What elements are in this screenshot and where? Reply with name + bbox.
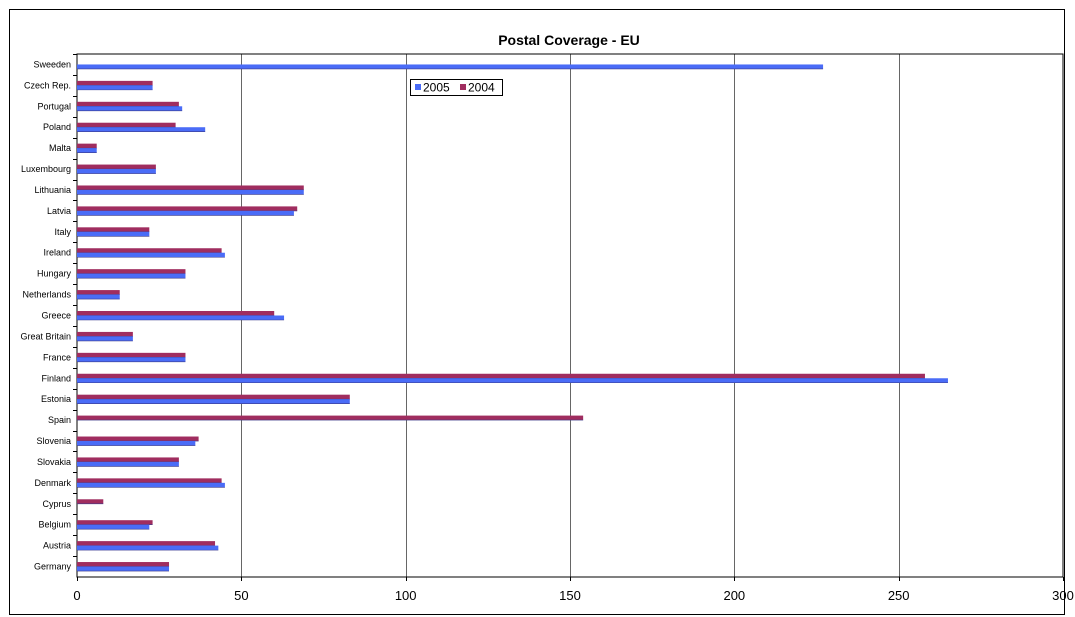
bar-2004 xyxy=(77,101,179,107)
bar-2005 xyxy=(77,169,156,174)
category-label: Slovenia xyxy=(36,436,71,446)
bar-2004 xyxy=(77,290,120,295)
category-label: Finland xyxy=(41,373,71,383)
bar-2004 xyxy=(77,394,350,400)
category-label: Belgium xyxy=(38,520,71,530)
chart-legend: 2005 2004 xyxy=(410,79,503,96)
bar-2004 xyxy=(77,499,104,504)
category-label: Poland xyxy=(43,122,71,132)
x-tick-label: 50 xyxy=(234,588,248,603)
bar-2004 xyxy=(77,311,275,316)
bar-2004 xyxy=(77,80,153,86)
category-label: Netherlands xyxy=(22,290,71,300)
bar-2004 xyxy=(77,457,179,462)
legend-label-2004: 2004 xyxy=(468,81,495,95)
bar-2005 xyxy=(77,482,225,488)
bar-2005 xyxy=(77,378,948,383)
category-label: Slovakia xyxy=(37,457,71,467)
bar-2005 xyxy=(77,357,186,362)
category-label: Hungary xyxy=(37,269,72,279)
category-label: Great Britain xyxy=(20,331,71,341)
bar-2004 xyxy=(77,415,584,421)
legend-swatch-2005 xyxy=(415,84,421,90)
bar-2005 xyxy=(77,273,186,279)
category-label: Cyprus xyxy=(42,499,71,509)
bar-2005 xyxy=(77,545,219,551)
bar-2004 xyxy=(77,269,186,274)
bar-2004 xyxy=(77,185,304,190)
bar-2005 xyxy=(77,566,170,572)
legend-box xyxy=(410,79,503,96)
bar-2005 xyxy=(77,127,206,132)
bar-2004 xyxy=(77,331,133,337)
bar-2004 xyxy=(77,541,216,546)
x-tick-label: 200 xyxy=(723,588,745,603)
bar-2004 xyxy=(77,562,170,567)
bar-2005 xyxy=(77,148,97,153)
category-label: Portugal xyxy=(37,101,71,111)
category-label: Sweeden xyxy=(33,59,71,69)
category-label: Greece xyxy=(41,311,71,321)
bar-2004 xyxy=(77,227,150,232)
bar-2004 xyxy=(77,520,153,525)
x-tick-label: 300 xyxy=(1052,588,1074,603)
bars-layer xyxy=(77,64,948,572)
bar-2004 xyxy=(77,248,222,253)
category-label: Czech Rep. xyxy=(24,80,71,90)
bar-2005 xyxy=(77,315,285,320)
bar-2005 xyxy=(77,189,304,195)
category-label: Latvia xyxy=(47,206,71,216)
bar-2004 xyxy=(77,122,176,128)
x-tick-label: 100 xyxy=(395,588,417,603)
category-label: Estonia xyxy=(41,394,71,404)
bar-2005 xyxy=(77,441,196,446)
legend-swatch-2004 xyxy=(460,84,466,90)
bar-2005 xyxy=(77,399,350,404)
bar-2005 xyxy=(77,210,294,216)
bar-2005 xyxy=(77,294,120,300)
bar-2005 xyxy=(77,231,150,237)
x-tick-label: 0 xyxy=(73,588,80,603)
bar-2005 xyxy=(77,461,179,467)
x-tick-label: 250 xyxy=(888,588,910,603)
category-label: Lithuania xyxy=(34,185,71,195)
category-label: Ireland xyxy=(43,248,71,258)
category-label: Denmark xyxy=(34,478,71,488)
category-label: France xyxy=(43,352,71,362)
category-label: Luxembourg xyxy=(21,164,71,174)
x-tick-label: 150 xyxy=(559,588,581,603)
category-label: Austria xyxy=(43,541,71,551)
chart-title: Postal Coverage - EU xyxy=(498,32,640,48)
bar-2004 xyxy=(77,143,97,149)
bar-2005 xyxy=(77,106,183,111)
category-label: Malta xyxy=(49,143,71,153)
bar-2005 xyxy=(77,64,824,69)
bar-2005 xyxy=(77,336,133,341)
axis-layer: 0 50 100 150 200 250 300 Sweeden Czech Rep. Portu… xyxy=(20,54,1074,603)
bar-2005 xyxy=(77,524,150,530)
bar-2004 xyxy=(77,352,186,358)
bar-2005 xyxy=(77,252,225,258)
category-label: Spain xyxy=(48,415,71,425)
category-label: Italy xyxy=(54,227,71,237)
bar-2004 xyxy=(77,373,925,379)
bar-2004 xyxy=(77,478,222,483)
bar-2005 xyxy=(77,85,153,90)
category-label: Germany xyxy=(34,562,72,572)
bar-2004 xyxy=(77,164,156,170)
bar-2004 xyxy=(77,436,199,442)
legend-label-2005: 2005 xyxy=(423,81,450,95)
bar-2004 xyxy=(77,206,298,211)
